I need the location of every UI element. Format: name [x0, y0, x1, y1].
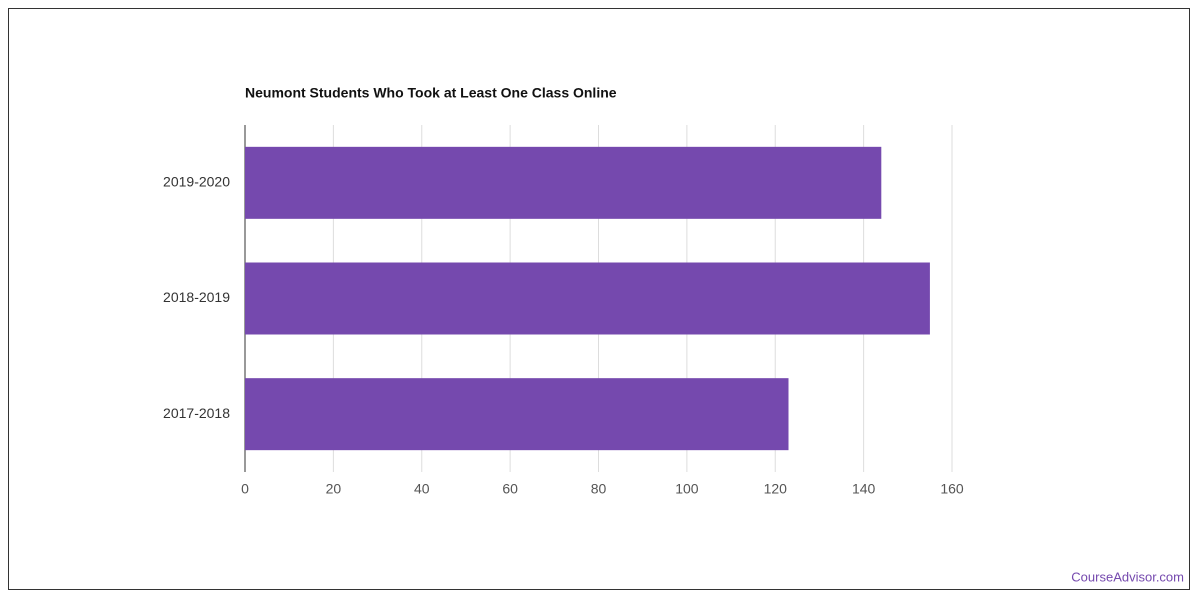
- y-tick-label: 2019-2020: [163, 174, 230, 190]
- x-tick-label: 140: [852, 481, 876, 497]
- x-tick-label: 40: [414, 481, 430, 497]
- x-tick-label: 120: [764, 481, 788, 497]
- y-tick-label: 2017-2018: [163, 405, 230, 421]
- bar: [245, 146, 882, 219]
- y-tick-label: 2018-2019: [163, 289, 230, 305]
- bar: [245, 378, 789, 451]
- x-tick-label: 20: [326, 481, 342, 497]
- x-tick-label: 160: [940, 481, 964, 497]
- chart-title: Neumont Students Who Took at Least One C…: [245, 85, 617, 101]
- x-tick-label: 60: [502, 481, 518, 497]
- bar: [245, 262, 930, 335]
- watermark: CourseAdvisor.com: [1071, 569, 1184, 584]
- x-tick-label: 100: [675, 481, 699, 497]
- x-tick-label: 0: [241, 481, 249, 497]
- x-tick-label: 80: [591, 481, 607, 497]
